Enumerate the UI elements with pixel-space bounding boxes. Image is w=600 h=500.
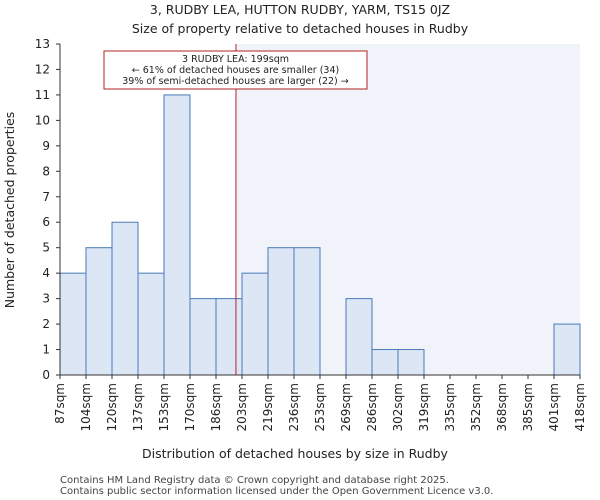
- y-tick-label: 8: [42, 164, 50, 178]
- chart-subtitle: Size of property relative to detached ho…: [132, 21, 469, 36]
- histogram-bar: [59, 272, 87, 376]
- footer-line-1: Contains HM Land Registry data © Crown c…: [60, 475, 449, 486]
- x-tick-label: 153sqm: [157, 383, 171, 431]
- x-axis-label: Distribution of detached houses by size …: [142, 446, 448, 461]
- x-tick-label: 186sqm: [209, 383, 223, 431]
- y-tick-label: 9: [42, 139, 50, 153]
- histogram-bar: [111, 221, 139, 376]
- x-tick-label: 418sqm: [573, 383, 587, 431]
- x-tick-label: 319sqm: [417, 383, 431, 431]
- annotation-box: [103, 50, 368, 90]
- histogram-bar: [215, 298, 243, 376]
- y-tick-label: 5: [42, 241, 50, 255]
- y-tick-label: 11: [35, 88, 50, 102]
- y-tick-label: 12: [35, 62, 50, 76]
- y-axis-label: Number of detached properties: [2, 112, 17, 309]
- annotation-larger-text: 39% of semi-detached houses are larger (…: [122, 76, 349, 87]
- chart-title: 3, RUDBY LEA, HUTTON RUDBY, YARM, TS15 0…: [150, 2, 450, 17]
- y-tick-label: 1: [42, 343, 50, 357]
- x-tick-label: 368sqm: [495, 383, 509, 431]
- x-tick-label: 302sqm: [391, 383, 405, 431]
- y-tick-label: 13: [35, 37, 50, 51]
- histogram-bar: [189, 298, 217, 376]
- histogram-bar: [553, 323, 581, 376]
- x-tick-label: 219sqm: [261, 383, 275, 431]
- y-tick-label: 0: [42, 368, 50, 382]
- x-tick-label: 286sqm: [365, 383, 379, 431]
- histogram-bar: [163, 94, 191, 376]
- histogram-bar: [137, 272, 165, 376]
- y-tick-label: 2: [42, 317, 50, 331]
- x-tick-label: 170sqm: [183, 383, 197, 431]
- x-tick-label: 203sqm: [235, 383, 249, 431]
- y-tick-label: 6: [42, 215, 50, 229]
- x-tick-label: 401sqm: [547, 383, 561, 431]
- x-tick-label: 104sqm: [79, 383, 93, 431]
- annotation-smaller-text: ← 61% of detached houses are smaller (34…: [132, 65, 339, 76]
- histogram-bar: [371, 349, 399, 376]
- x-tick-label: 253sqm: [313, 383, 327, 431]
- x-tick-label: 137sqm: [131, 383, 145, 431]
- x-tick-label: 236sqm: [287, 383, 301, 431]
- histogram-bar: [267, 247, 295, 376]
- x-tick-label: 120sqm: [105, 383, 119, 431]
- y-tick-label: 4: [42, 266, 50, 280]
- y-tick-label: 7: [42, 190, 50, 204]
- x-tick-label: 269sqm: [339, 383, 353, 431]
- x-tick-label: 335sqm: [443, 383, 457, 431]
- y-tick-label: 10: [35, 113, 50, 127]
- x-tick-label: 87sqm: [53, 383, 67, 424]
- histogram-bar: [241, 272, 269, 376]
- histogram-bar: [397, 349, 425, 376]
- x-tick-label: 352sqm: [469, 383, 483, 431]
- x-tick-label: 385sqm: [521, 383, 535, 431]
- histogram-bar: [293, 247, 321, 376]
- histogram-bar: [85, 247, 113, 376]
- histogram-bar: [345, 298, 373, 376]
- annotation-title: 3 RUDBY LEA: 199sqm: [182, 54, 289, 65]
- y-tick-label: 3: [42, 292, 50, 306]
- footer-line-2: Contains public sector information licen…: [60, 486, 493, 497]
